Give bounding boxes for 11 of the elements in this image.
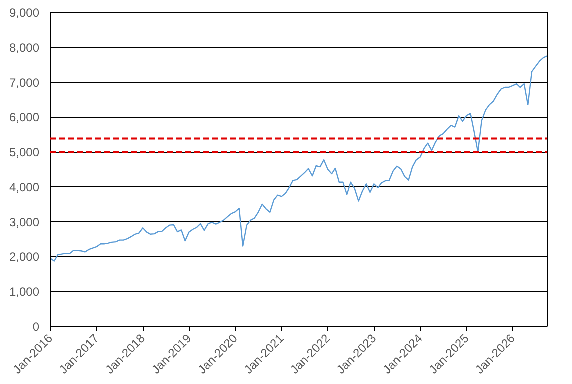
y-tick-label: 8,000 — [9, 40, 40, 55]
y-tick-label: 7,000 — [9, 76, 40, 90]
line-series — [50, 56, 548, 262]
y-tick-label: 5,000 — [9, 146, 40, 160]
y-tick-label: 1,000 — [9, 285, 40, 300]
y-tick-label: 2,000 — [9, 250, 40, 264]
y-tick-label: 3,000 — [9, 215, 40, 230]
y-tick-label: 0 — [32, 320, 40, 334]
y-tick-label: 9,000 — [9, 6, 40, 20]
y-tick-label: 4,000 — [9, 180, 40, 194]
y-tick-label: 6,000 — [9, 110, 40, 125]
